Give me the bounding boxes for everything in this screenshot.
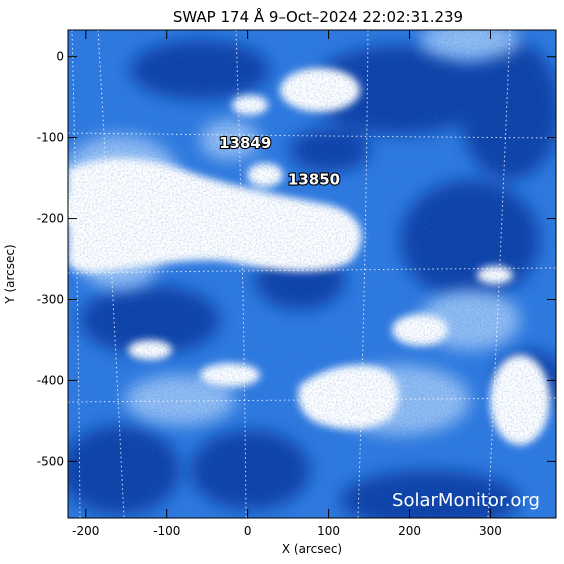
- image-title: SWAP 174 Å 9–Oct–2024 22:02:31.239: [173, 7, 463, 26]
- x-tick-label: 0: [244, 524, 252, 538]
- x-tick-label: 200: [398, 524, 421, 538]
- x-tick-label: -100: [153, 524, 180, 538]
- euv-image: [68, 30, 556, 518]
- x-tick-label: 100: [317, 524, 340, 538]
- active-region-label: 13850: [288, 171, 340, 189]
- x-axis-label: X (arcsec): [282, 542, 342, 556]
- y-tick-label: -400: [37, 373, 64, 387]
- x-tick-label: 300: [479, 524, 502, 538]
- active-region-label: 13849: [219, 134, 271, 152]
- y-tick-label: -500: [37, 454, 64, 468]
- y-tick-label: -100: [37, 131, 64, 145]
- y-tick-label: 0: [56, 50, 64, 64]
- y-tick-label: -300: [37, 292, 64, 306]
- y-axis-ticks: 0 -100 -200 -300 -400 -500: [37, 50, 556, 468]
- x-tick-label: -200: [72, 524, 99, 538]
- plot-frame: [67, 29, 557, 519]
- watermark: SolarMonitor.org: [392, 490, 540, 511]
- y-tick-label: -200: [37, 212, 64, 226]
- y-axis-label: Y (arcsec): [3, 244, 17, 304]
- x-axis-ticks: -200 -100 0 100 200 300: [72, 30, 502, 538]
